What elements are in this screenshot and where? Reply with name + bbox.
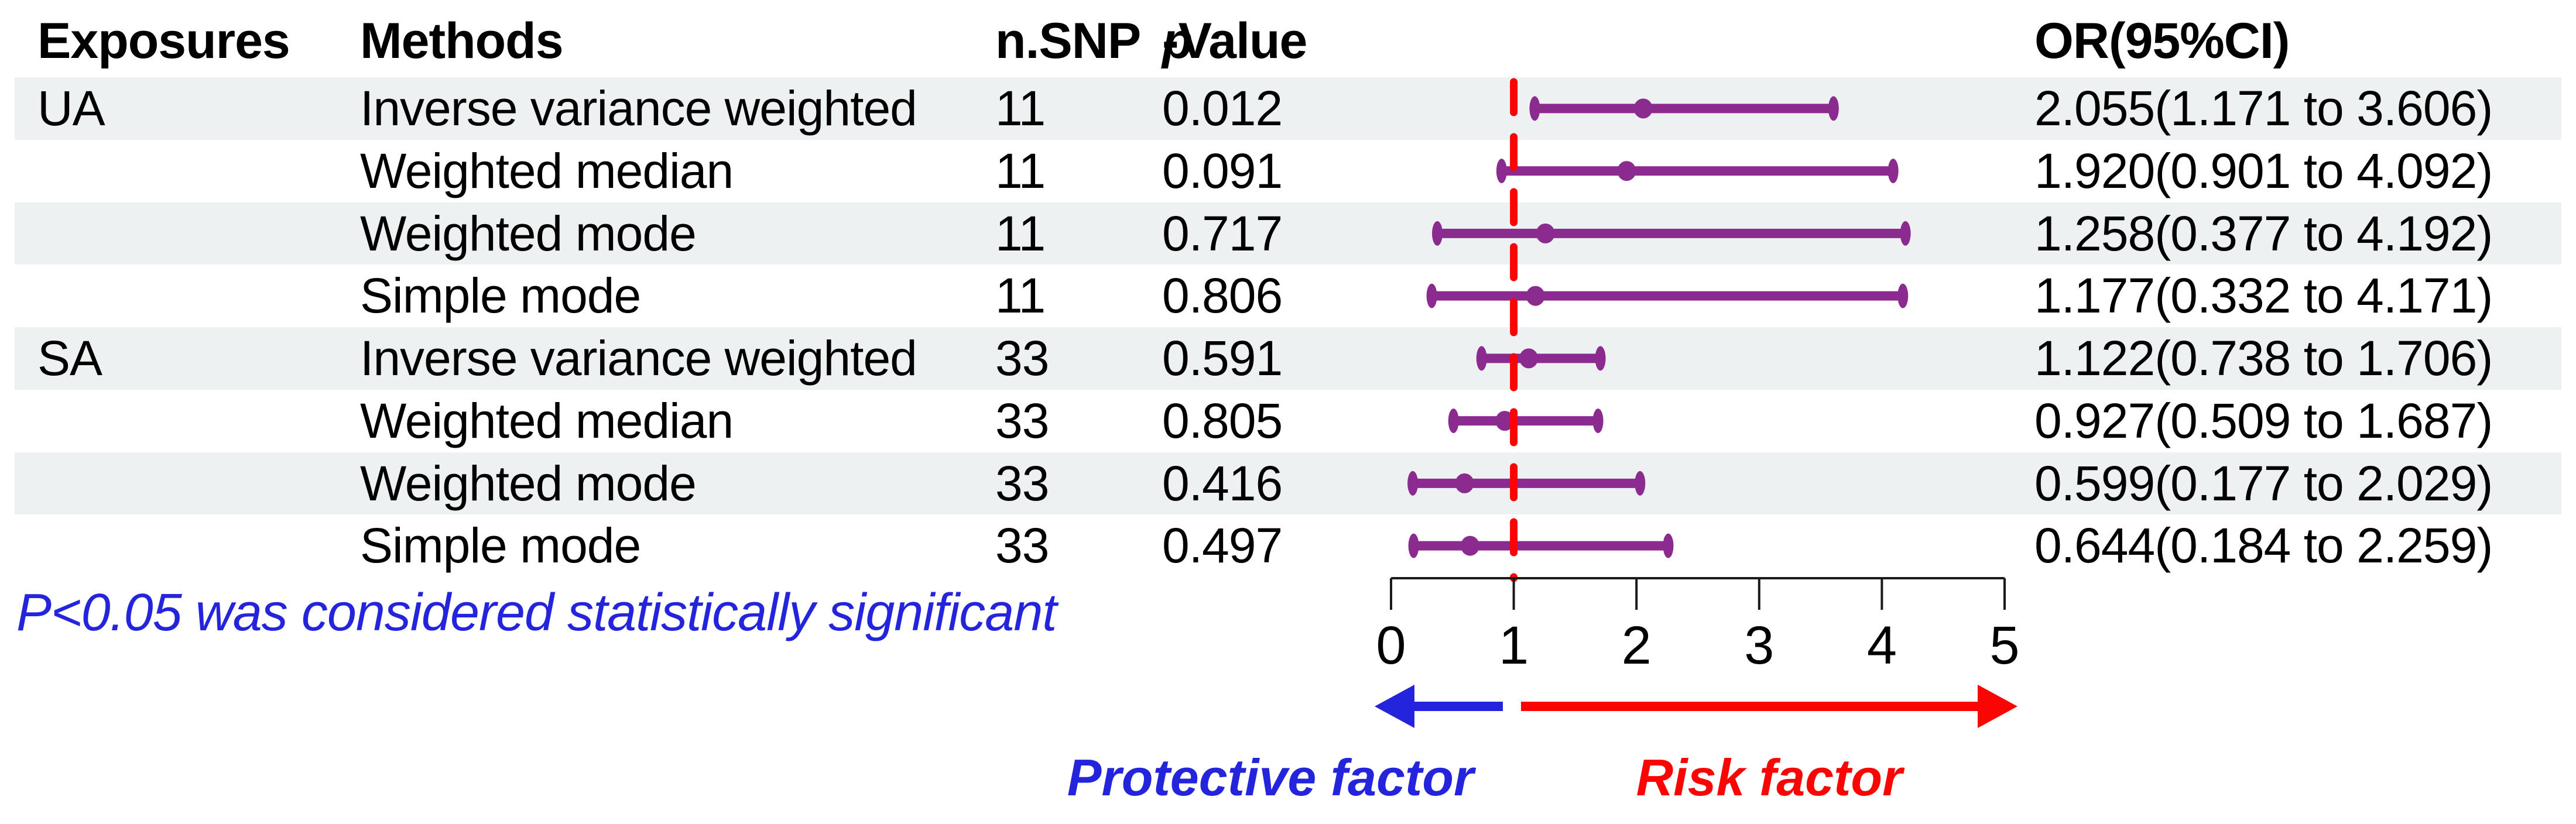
significance-footnote: P<0.05 was considered statistically sign… [16,583,1057,642]
cell-or-ci: 1.177(0.332 to 4.171) [2034,268,2493,324]
cell-pvalue: 0.091 [1162,143,1283,198]
table-row: Simple mode 11 0.806 1.177(0.332 to 4.17… [15,265,2561,327]
table-header-row: Exposures Methods n.SNP p -Value OR(95%CI… [15,5,2561,77]
cell-method: Weighted median [360,143,734,198]
table-row: Weighted median 11 0.091 1.920(0.901 to … [15,140,2561,202]
cell-pvalue: 0.717 [1162,205,1283,261]
cell-pvalue: 0.591 [1162,331,1283,386]
cell-nsnp: 11 [995,81,1046,136]
cell-exposure: SA [37,331,102,386]
table-row: UA Inverse variance weighted 11 0.012 2.… [15,77,2561,140]
header-methods: Methods [360,13,564,69]
cell-or-ci: 1.920(0.901 to 4.092) [2034,143,2493,198]
svg-text:1: 1 [1499,616,1529,675]
protective-factor-label: Protective factor [1067,749,1474,806]
table-row: Simple mode 33 0.497 0.644(0.184 to 2.25… [15,514,2561,577]
cell-pvalue: 0.497 [1162,518,1283,574]
cell-method: Weighted mode [360,455,697,511]
cell-nsnp: 33 [995,518,1049,574]
svg-text:4: 4 [1867,616,1897,675]
table-row: Weighted mode 33 0.416 0.599(0.177 to 2.… [15,452,2561,515]
cell-or-ci: 0.599(0.177 to 2.029) [2034,455,2493,511]
cell-method: Weighted mode [360,205,697,261]
svg-text:0: 0 [1376,616,1406,675]
cell-or-ci: 2.055(1.171 to 3.606) [2034,81,2493,136]
cell-or-ci: 0.927(0.509 to 1.687) [2034,393,2493,448]
cell-method: Weighted median [360,393,734,448]
cell-nsnp: 33 [995,393,1049,448]
cell-or-ci: 0.644(0.184 to 2.259) [2034,518,2493,574]
svg-text:3: 3 [1744,616,1774,675]
svg-text:5: 5 [1989,616,2019,675]
table-body: UA Inverse variance weighted 11 0.012 2.… [15,77,2561,577]
header-pvalue-rest: -Value [1162,13,1307,69]
cell-or-ci: 1.258(0.377 to 4.192) [2034,205,2493,261]
svg-text:2: 2 [1622,616,1652,675]
cell-or-ci: 1.122(0.738 to 1.706) [2034,331,2493,386]
risk-factor-label: Risk factor [1636,749,1903,806]
cell-nsnp: 11 [995,143,1046,198]
table-row: SA Inverse variance weighted 33 0.591 1.… [15,327,2561,390]
table-row: Weighted mode 11 0.717 1.258(0.377 to 4.… [15,202,2561,265]
table-row: Weighted median 33 0.805 0.927(0.509 to … [15,390,2561,452]
cell-method: Inverse variance weighted [360,331,917,386]
cell-nsnp: 33 [995,331,1049,386]
cell-method: Simple mode [360,518,641,574]
cell-pvalue: 0.416 [1162,455,1283,511]
cell-nsnp: 33 [995,455,1049,511]
cell-pvalue: 0.805 [1162,393,1283,448]
header-pvalue-p: p [1162,13,1193,69]
cell-method: Inverse variance weighted [360,81,917,136]
header-or-ci: OR(95%CI) [2034,13,2290,69]
cell-nsnp: 11 [995,205,1046,261]
cell-method: Simple mode [360,268,641,324]
cell-pvalue: 0.012 [1162,81,1283,136]
cell-exposure: UA [37,81,105,136]
header-nsnp: n.SNP [995,13,1141,69]
cell-nsnp: 11 [995,268,1046,324]
header-exposures: Exposures [37,13,290,69]
cell-pvalue: 0.806 [1162,268,1283,324]
